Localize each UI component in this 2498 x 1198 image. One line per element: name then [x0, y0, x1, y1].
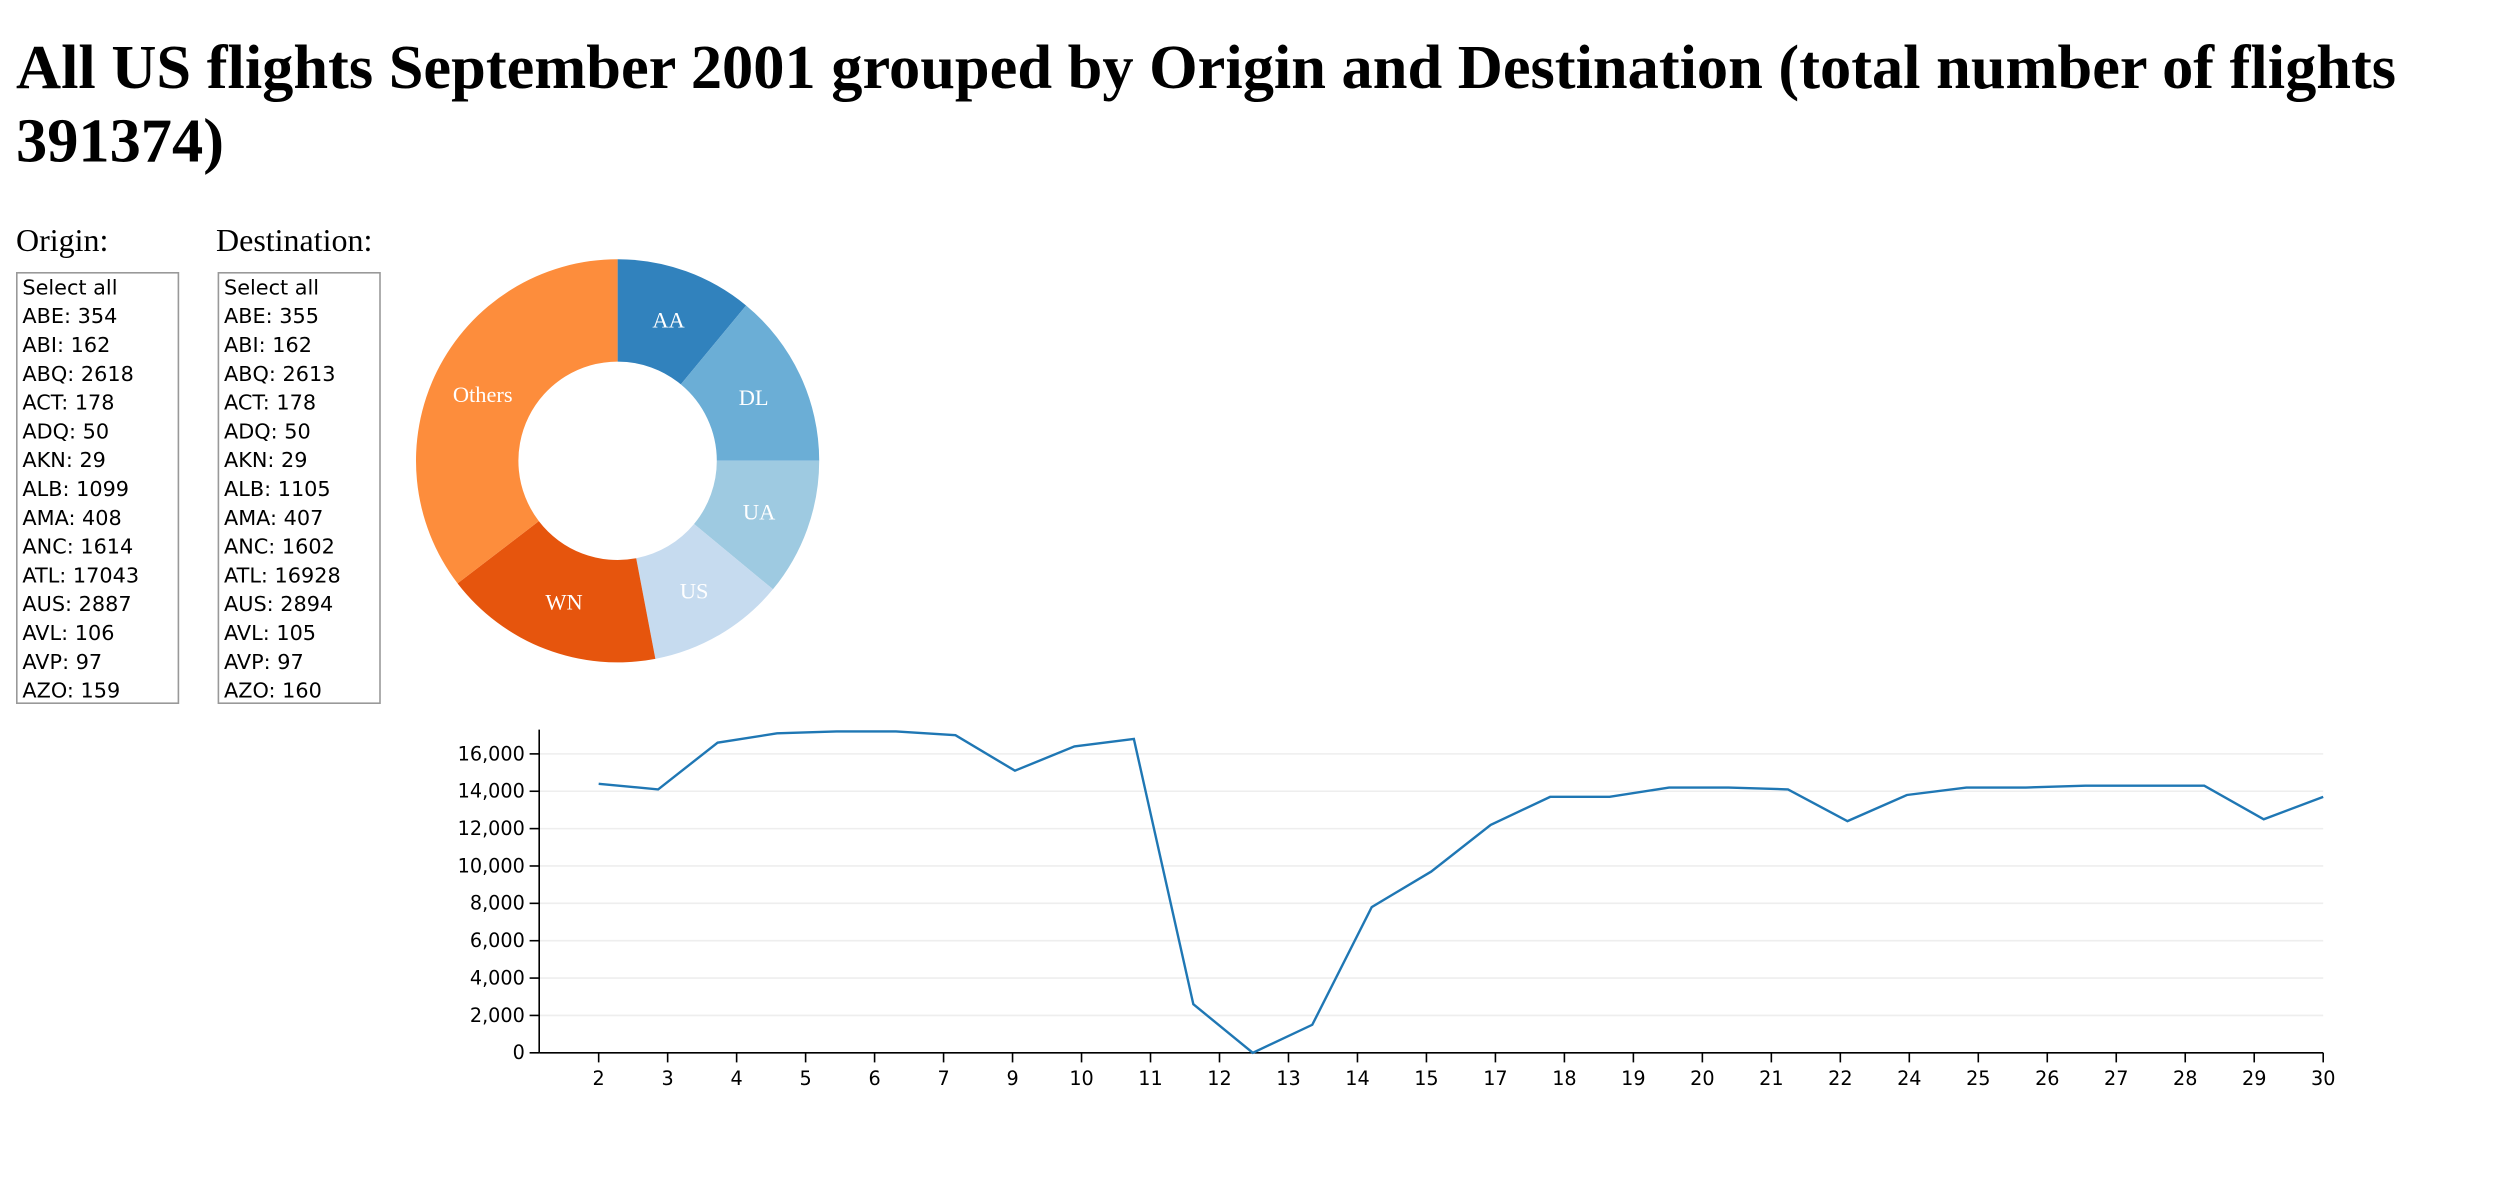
donut-slice	[694, 460, 820, 590]
donut-slice	[617, 259, 747, 385]
list-option[interactable]: AKN: 29	[22, 449, 106, 474]
x-tick-label: 18	[1552, 1067, 1576, 1090]
slice-label: AA	[652, 307, 684, 332]
x-tick-label: 3	[662, 1067, 674, 1090]
x-tick-label: 9	[1006, 1067, 1018, 1090]
list-option[interactable]: AVP: 97	[22, 651, 103, 676]
list-option[interactable]: AZO: 160	[224, 680, 322, 704]
x-tick-label: 14	[1345, 1067, 1369, 1090]
list-option[interactable]: AUS: 2894	[224, 593, 334, 618]
x-tick-label: 24	[1897, 1067, 1921, 1090]
list-option[interactable]: AVP: 97	[224, 651, 304, 676]
list-option[interactable]: AUS: 2887	[22, 593, 132, 618]
slice-label: DL	[739, 385, 769, 410]
x-tick-label: 15	[1414, 1067, 1438, 1090]
x-tick-label: 27	[2104, 1067, 2128, 1090]
list-option[interactable]: ABQ: 2613	[224, 363, 336, 388]
x-tick-label: 22	[1828, 1067, 1852, 1090]
y-tick-label: 8,000	[470, 892, 525, 915]
y-tick-label: 4,000	[470, 966, 525, 989]
list-option[interactable]: ABI: 162	[224, 334, 312, 359]
list-option[interactable]: ACT: 178	[22, 392, 115, 416]
list-option[interactable]: Select all	[224, 276, 320, 301]
list-option[interactable]: ADQ: 50	[22, 420, 110, 445]
list-option[interactable]: AKN: 29	[224, 449, 308, 474]
origin-label: Origin:	[16, 224, 109, 260]
list-option[interactable]: ATL: 17043	[22, 564, 140, 589]
x-tick-label: 7	[937, 1067, 949, 1090]
x-tick-label: 29	[2242, 1067, 2266, 1090]
y-tick-label: 14,000	[458, 780, 525, 803]
slice-label: Others	[453, 382, 513, 407]
x-tick-label: 20	[1690, 1067, 1714, 1090]
list-option[interactable]: AMA: 407	[224, 507, 324, 532]
y-tick-label: 12,000	[458, 817, 525, 840]
donut-slice	[680, 305, 820, 461]
x-tick-label: 21	[1759, 1067, 1783, 1090]
list-option[interactable]: ATL: 16928	[224, 564, 341, 589]
list-option[interactable]: AZO: 159	[22, 680, 121, 704]
x-tick-label: 19	[1621, 1067, 1645, 1090]
list-option[interactable]: ALB: 1099	[22, 478, 130, 503]
x-tick-label: 17	[1483, 1067, 1507, 1090]
list-option[interactable]: ABQ: 2618	[22, 363, 134, 388]
list-option[interactable]: ACT: 178	[224, 392, 317, 416]
y-tick-label: 0	[513, 1041, 525, 1064]
slice-label: UA	[743, 500, 775, 525]
list-option[interactable]: ABE: 355	[224, 305, 319, 330]
list-option[interactable]: AVL: 106	[22, 622, 115, 647]
x-tick-label: 28	[2173, 1067, 2197, 1090]
list-option[interactable]: ALB: 1105	[224, 478, 331, 503]
list-option[interactable]: Select all	[22, 276, 118, 301]
list-option[interactable]: ABI: 162	[22, 334, 111, 359]
list-option[interactable]: AMA: 408	[22, 507, 122, 532]
slice-label: WN	[545, 589, 582, 614]
y-tick-label: 16,000	[458, 742, 525, 765]
x-tick-label: 4	[731, 1067, 743, 1090]
donut-slice	[457, 521, 656, 663]
x-tick-label: 13	[1276, 1067, 1300, 1090]
x-tick-label: 25	[1966, 1067, 1990, 1090]
list-option[interactable]: ABE: 354	[22, 305, 118, 330]
x-tick-label: 12	[1207, 1067, 1231, 1090]
x-tick-label: 11	[1138, 1067, 1162, 1090]
x-tick-label: 6	[868, 1067, 880, 1090]
x-tick-label: 26	[2035, 1067, 2059, 1090]
list-option[interactable]: ANC: 1602	[224, 536, 335, 560]
page-title: All US flights September 2001 grouped by…	[16, 33, 2397, 176]
list-option[interactable]: AVL: 105	[224, 622, 317, 647]
y-tick-label: 10,000	[458, 854, 525, 877]
donut-slice	[636, 524, 773, 659]
destination-label: Destination:	[216, 224, 373, 260]
slice-label: US	[680, 578, 709, 603]
list-option[interactable]: ANC: 1614	[22, 536, 134, 560]
origin-list[interactable]: Select all ABE: 354 ABI: 162 ABQ: 2618 ACT: …	[16, 272, 180, 704]
x-tick-label: 2	[593, 1067, 605, 1090]
donut-slice	[416, 259, 618, 584]
line-series	[598, 730, 2324, 1055]
x-tick-label: 30	[2311, 1067, 2335, 1090]
y-tick-label: 6,000	[470, 929, 525, 952]
y-tick-label: 2,000	[470, 1004, 525, 1027]
x-tick-label: 10	[1069, 1067, 1093, 1090]
list-option[interactable]: ADQ: 50	[224, 420, 311, 445]
x-tick-label: 5	[800, 1067, 812, 1090]
destination-list[interactable]: Select all ABE: 355 ABI: 162 ABQ: 2613 ACT: …	[217, 272, 381, 704]
